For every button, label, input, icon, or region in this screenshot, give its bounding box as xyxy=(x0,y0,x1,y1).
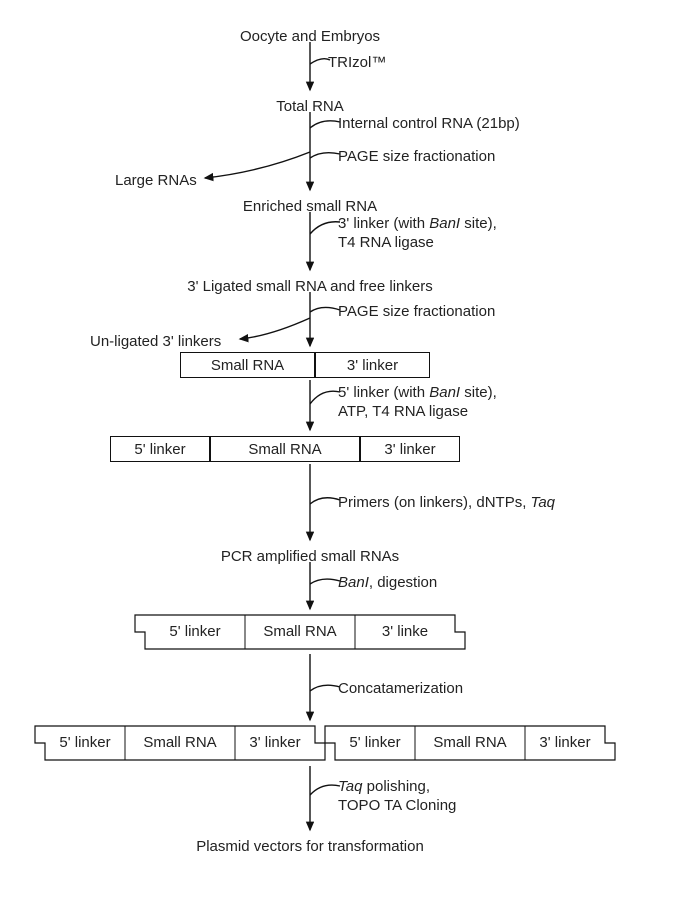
linker-box: 5' linker xyxy=(169,623,220,640)
linker-box: Small RNA xyxy=(143,734,216,751)
linker-box: Small RNA xyxy=(263,623,336,640)
flow-node: 3' Ligated small RNA and free linkers xyxy=(187,278,433,295)
step-annotation: 5' linker (with BanI site), xyxy=(338,384,497,403)
step-annotation: Internal control RNA (21bp) xyxy=(338,115,520,134)
step-annotation: Concatamerization xyxy=(338,680,463,699)
branch-label: Large RNAs xyxy=(115,172,197,189)
flow-node: Plasmid vectors for transformation xyxy=(196,838,424,855)
step-annotation: 3' linker (with BanI site), xyxy=(338,215,497,234)
linker-box: 3' linker xyxy=(315,352,430,378)
step-annotation: Taq polishing, xyxy=(338,778,430,797)
step-annotation: BanI, digestion xyxy=(338,574,437,593)
step-annotation: TRIzol™ xyxy=(328,54,386,73)
linker-box: Small RNA xyxy=(210,436,360,462)
linker-box: Small RNA xyxy=(180,352,315,378)
linker-box: 3' linker xyxy=(360,436,460,462)
step-annotation: TOPO TA Cloning xyxy=(338,797,456,816)
step-annotation: ATP, T4 RNA ligase xyxy=(338,403,468,422)
flowchart-canvas: Oocyte and Embryos Total RNA Enriched smal… xyxy=(0,0,685,905)
branch-label: Un-ligated 3' linkers xyxy=(90,333,221,350)
linker-box: 5' linker xyxy=(349,734,400,751)
linker-box: 5' linker xyxy=(59,734,110,751)
linker-box: 3' linke xyxy=(382,623,428,640)
flow-node: Enriched small RNA xyxy=(243,198,377,215)
linker-box: Small RNA xyxy=(433,734,506,751)
step-annotation: T4 RNA ligase xyxy=(338,234,434,253)
flow-node: Oocyte and Embryos xyxy=(240,28,380,45)
step-annotation: Primers (on linkers), dNTPs, Taq xyxy=(338,494,555,513)
step-annotation: PAGE size fractionation xyxy=(338,148,495,167)
step-annotation: PAGE size fractionation xyxy=(338,303,495,322)
linker-box: 5' linker xyxy=(110,436,210,462)
flow-node: Total RNA xyxy=(276,98,344,115)
linker-box: 3' linker xyxy=(249,734,300,751)
flow-node: PCR amplified small RNAs xyxy=(221,548,399,565)
linker-box: 3' linker xyxy=(539,734,590,751)
